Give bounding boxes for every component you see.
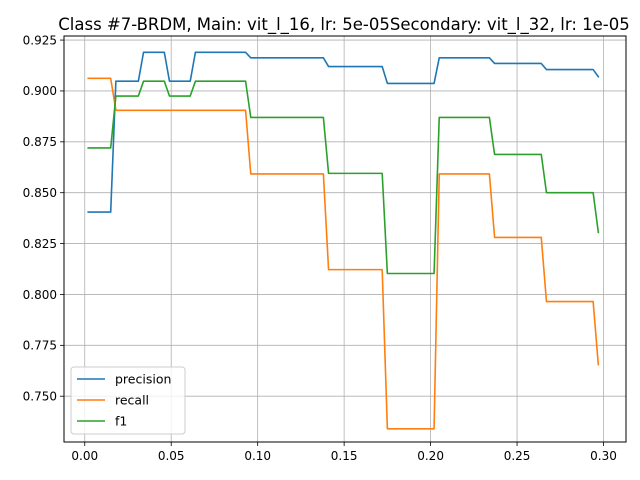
y-tick-label: 0.775 [23, 339, 57, 353]
legend-label-recall: recall [115, 393, 149, 408]
x-tick-label: 0.30 [590, 449, 617, 463]
y-tick-label: 0.925 [23, 33, 57, 47]
y-tick-label: 0.900 [23, 84, 57, 98]
y-axis: 0.750 0.775 0.800 0.825 0.850 0.875 0.900 0.925 [23, 33, 64, 404]
y-tick-label: 0.825 [23, 237, 57, 251]
x-tick-label: 0.00 [71, 449, 98, 463]
legend-box [70, 366, 186, 435]
y-tick-label: 0.750 [23, 390, 57, 404]
y-tick-label: 0.875 [23, 135, 57, 149]
legend-label-f1: f1 [115, 414, 127, 429]
x-tick-label: 0.15 [331, 449, 358, 463]
series-lines [87, 51, 600, 430]
x-tick-label: 0.20 [417, 449, 444, 463]
x-tick-label: 0.05 [158, 449, 185, 463]
plot-frame [63, 35, 627, 443]
legend-label-precision: precision [115, 372, 171, 387]
series-line-f1 [87, 80, 600, 275]
chart-title: Class #7-BRDM, Main: vit_l_16, lr: 5e-05… [58, 15, 629, 35]
y-tick-label: 0.850 [23, 186, 57, 200]
series-line-recall [87, 77, 600, 430]
x-axis: 0.00 0.05 0.10 0.15 0.20 0.25 0.30 [71, 442, 617, 463]
legend: precision recall f1 [70, 366, 186, 435]
x-tick-label: 0.10 [244, 449, 271, 463]
y-tick-label: 0.800 [23, 288, 57, 302]
x-tick-label: 0.25 [504, 449, 531, 463]
series-line-precision [87, 51, 600, 213]
